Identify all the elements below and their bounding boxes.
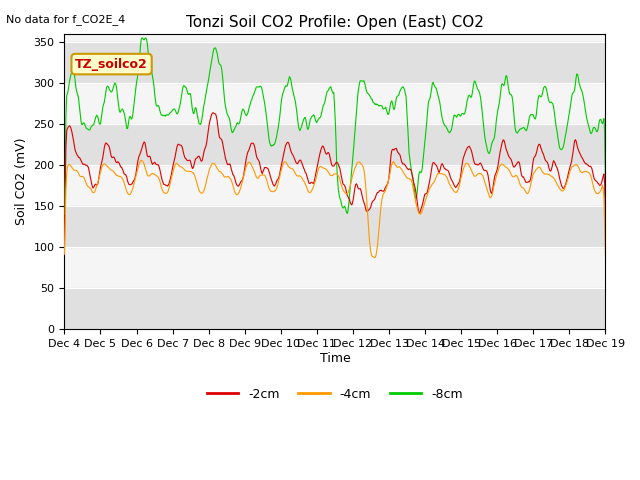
-2cm [209, 110, 217, 116]
Line: -2cm: -2cm [65, 113, 605, 247]
-4cm [61, 252, 68, 257]
-2cm [401, 162, 409, 168]
-4cm [602, 253, 609, 259]
-4cm [418, 209, 426, 215]
Bar [65, 288, 605, 329]
-4cm [402, 174, 410, 180]
Bar [65, 124, 605, 165]
-2cm [417, 205, 425, 211]
Y-axis label: Soil CO2 (mV): Soil CO2 (mV) [15, 138, 28, 226]
-4cm [182, 168, 189, 174]
-2cm [602, 221, 609, 227]
Line: -4cm: -4cm [65, 160, 605, 258]
-8cm [417, 170, 425, 176]
-4cm [126, 192, 134, 197]
Text: TZ_soilco2: TZ_soilco2 [76, 58, 148, 71]
Bar [65, 42, 605, 83]
-8cm [182, 84, 189, 90]
Text: No data for f_CO2E_4: No data for f_CO2E_4 [6, 14, 125, 25]
-8cm [70, 71, 78, 77]
-8cm [602, 181, 609, 187]
-4cm [70, 168, 78, 173]
-4cm [371, 255, 378, 261]
-2cm [126, 181, 134, 187]
-8cm [126, 114, 134, 120]
-2cm [61, 244, 68, 250]
Line: -8cm: -8cm [65, 38, 605, 215]
-8cm [138, 35, 146, 41]
-8cm [61, 212, 68, 217]
-2cm [211, 110, 218, 116]
-2cm [70, 142, 78, 148]
-8cm [401, 90, 409, 96]
Bar [65, 206, 605, 247]
X-axis label: Time: Time [319, 352, 350, 365]
-8cm [211, 46, 218, 51]
-4cm [138, 157, 145, 163]
-2cm [181, 155, 189, 160]
Title: Tonzi Soil CO2 Profile: Open (East) CO2: Tonzi Soil CO2 Profile: Open (East) CO2 [186, 15, 484, 30]
-4cm [211, 161, 218, 167]
Legend: -2cm, -4cm, -8cm: -2cm, -4cm, -8cm [202, 383, 468, 406]
